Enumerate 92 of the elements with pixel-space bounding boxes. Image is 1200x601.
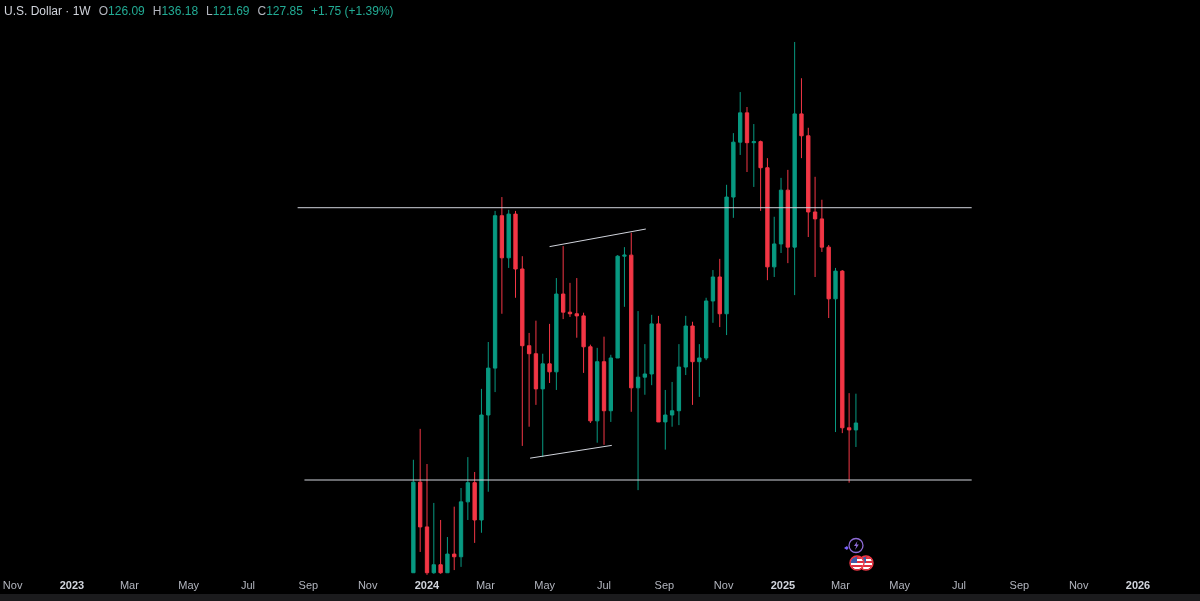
candlestick bbox=[622, 246, 627, 308]
candlestick bbox=[792, 41, 797, 296]
candlestick bbox=[452, 506, 457, 571]
candlestick bbox=[431, 502, 436, 575]
text: H136.18 bbox=[152, 4, 199, 18]
chart-title: U.S. Dollar · 1W bbox=[4, 4, 91, 18]
text: O126.09 bbox=[98, 4, 145, 18]
candlestick bbox=[411, 459, 416, 574]
x-tick-label: Nov bbox=[713, 579, 734, 591]
candlestick bbox=[765, 157, 770, 281]
candlestick bbox=[629, 232, 634, 413]
x-tick-label: Sep bbox=[1009, 579, 1030, 591]
text: C127.85 bbox=[257, 4, 303, 18]
candlestick bbox=[608, 354, 613, 423]
candlestick bbox=[567, 282, 573, 318]
candlestick bbox=[588, 344, 593, 424]
x-tick-label: Mar bbox=[119, 579, 140, 591]
candlestick bbox=[601, 336, 607, 446]
x-tick-label: Nov bbox=[357, 579, 378, 591]
candlestick bbox=[812, 176, 818, 278]
candlestick bbox=[486, 341, 491, 493]
candlestick bbox=[676, 343, 682, 426]
x-tick-label: Jul bbox=[596, 579, 612, 591]
candlestick bbox=[513, 210, 518, 299]
x-tick-label: Jul bbox=[952, 579, 967, 591]
x-tick-label: Nov bbox=[2, 579, 23, 591]
candlestick bbox=[615, 254, 620, 359]
candlestick bbox=[778, 177, 784, 254]
candlestick bbox=[554, 277, 559, 391]
candlestick bbox=[697, 343, 702, 398]
candlestick bbox=[738, 91, 743, 156]
candlestick bbox=[806, 127, 811, 238]
candlestick bbox=[731, 132, 736, 219]
candlestick bbox=[595, 347, 600, 444]
candlestick bbox=[561, 245, 566, 320]
candlestick bbox=[710, 269, 716, 324]
candlestick bbox=[799, 77, 804, 159]
x-tick-label: Jul bbox=[241, 579, 256, 591]
candlestick bbox=[717, 258, 722, 328]
x-tick-label: Sep bbox=[298, 579, 319, 591]
candlestick bbox=[724, 184, 729, 336]
candlestick bbox=[751, 123, 756, 188]
candlestick bbox=[772, 216, 777, 278]
candlestick bbox=[826, 244, 831, 319]
candlestick bbox=[465, 456, 471, 521]
candlestick bbox=[479, 388, 484, 534]
candlestick bbox=[438, 519, 443, 575]
x-tick-label: Sep bbox=[654, 579, 675, 591]
text: L121.69 bbox=[206, 4, 250, 18]
x-tick-label: 2023 bbox=[59, 579, 85, 591]
candlestick bbox=[574, 277, 579, 339]
candlestick bbox=[458, 487, 464, 568]
candlestick bbox=[833, 267, 838, 433]
x-tick-label: May bbox=[534, 579, 556, 591]
candlestick bbox=[642, 343, 648, 396]
candlestick bbox=[744, 106, 750, 173]
candlestick bbox=[846, 392, 852, 484]
candlestick bbox=[853, 393, 859, 448]
candlestick bbox=[445, 536, 450, 574]
x-tick-label: 2025 bbox=[770, 579, 796, 591]
candlestick bbox=[520, 255, 525, 447]
candlestick bbox=[492, 210, 498, 393]
candlestick bbox=[506, 209, 511, 269]
candlestick bbox=[663, 389, 668, 451]
candlestick bbox=[499, 196, 505, 315]
candlestick bbox=[526, 332, 532, 428]
candlestick bbox=[840, 269, 845, 434]
x-tick-label: 2026 bbox=[1125, 579, 1151, 591]
candlestick bbox=[540, 353, 545, 458]
x-tick-label: 2024 bbox=[414, 579, 441, 591]
x-tick-label: Nov bbox=[1068, 579, 1089, 591]
candlestick bbox=[547, 323, 552, 384]
x-tick-label: Mar bbox=[475, 579, 496, 591]
x-tick-label: Mar bbox=[830, 579, 851, 591]
candlestick bbox=[758, 140, 763, 212]
candlestick bbox=[656, 315, 661, 423]
candlestick bbox=[472, 471, 477, 544]
candlestick bbox=[635, 310, 641, 491]
text: +1.75 (+1.39%) bbox=[310, 4, 394, 18]
candlestick bbox=[533, 320, 539, 406]
candlestick bbox=[703, 297, 709, 361]
candlestick bbox=[649, 314, 654, 386]
candlestick bbox=[690, 321, 695, 406]
candlestick bbox=[785, 169, 791, 264]
x-tick-label: May bbox=[178, 579, 200, 591]
x-tick-label: May bbox=[889, 579, 911, 591]
candlestick bbox=[669, 381, 675, 428]
candlestick bbox=[683, 315, 688, 376]
candlestick bbox=[819, 199, 825, 253]
candlestick bbox=[581, 312, 586, 374]
candlestick bbox=[424, 463, 430, 576]
candlestick bbox=[418, 428, 423, 553]
